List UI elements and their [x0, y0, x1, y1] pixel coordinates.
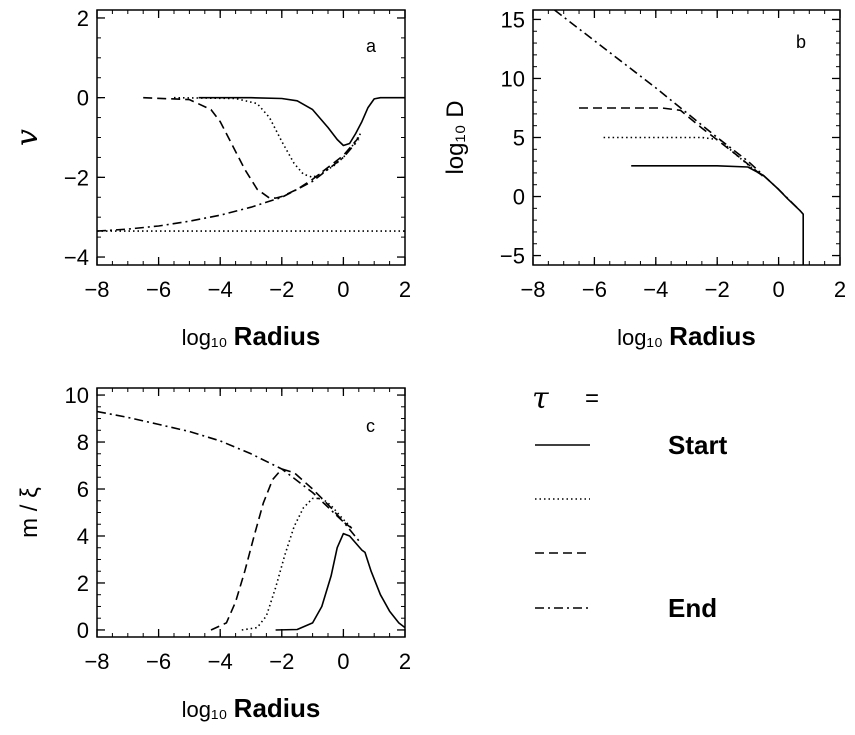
x-tick-label: 2 — [399, 277, 411, 302]
plot-frame — [96, 387, 406, 638]
y-tick-label: 2 — [77, 571, 89, 596]
x-axis-label: log₁₀ Radius — [182, 321, 321, 351]
x-axis-label-main: Radius — [669, 321, 756, 351]
x-axis-label: log₁₀ Radius — [182, 693, 321, 723]
legend: τ = Start End — [532, 381, 728, 623]
y-axis-label: m / ξ — [16, 487, 43, 538]
series-line-dashed — [143, 96, 360, 199]
y-tick-label: 0 — [77, 86, 89, 111]
x-axis-label-main: Radius — [234, 321, 321, 351]
series-line-solid — [275, 532, 405, 631]
x-tick-label: −2 — [705, 277, 730, 302]
x-tick-label: 0 — [772, 277, 784, 302]
series-line-dotted — [603, 136, 764, 178]
series-line-dashdot — [97, 138, 360, 232]
x-tick-label: −8 — [520, 277, 545, 302]
panel-letter: b — [796, 32, 806, 52]
x-tick-label: −2 — [269, 277, 294, 302]
series-line-dashed — [579, 107, 764, 178]
panel-letter: a — [366, 36, 377, 56]
series-line-dashdot — [97, 410, 360, 542]
x-tick-label: −6 — [146, 277, 171, 302]
x-tick-label: −4 — [208, 277, 233, 302]
y-tick-label: 4 — [77, 524, 89, 549]
y-tick-label: −4 — [64, 245, 89, 270]
x-tick-label: 0 — [337, 649, 349, 674]
x-tick-label: 2 — [834, 277, 846, 302]
legend-symbol: τ — [532, 381, 549, 416]
y-tick-label: 6 — [77, 477, 89, 502]
y-tick-label: 10 — [65, 383, 89, 408]
x-tick-label: −6 — [582, 277, 607, 302]
x-axis-label-prefix: log₁₀ — [182, 697, 234, 722]
x-tick-label: −4 — [208, 649, 233, 674]
series-line-solid — [198, 96, 405, 147]
panel-a: −8 −6 −4 −2 0 2 −4 −2 0 2 log₁₀ Radius v a — [10, 6, 411, 351]
x-tick-label: −6 — [146, 649, 171, 674]
panel-c: −8 −6 −4 −2 0 2 0 2 4 6 8 10 log₁₀ Radius m / ξ c — [16, 383, 411, 723]
x-tick-label: 0 — [337, 277, 349, 302]
plot-frame — [532, 9, 841, 266]
y-tick-label: 10 — [501, 66, 525, 91]
y-tick-label: 0 — [513, 185, 525, 210]
y-tick-label: 15 — [501, 7, 525, 32]
legend-label: Start — [668, 430, 728, 460]
panel-b: −8 −6 −4 −2 0 2 −5 0 5 10 15 log₁₀ Radius log₁₀ D b — [442, 7, 846, 351]
x-axis-label-prefix: log₁₀ — [617, 325, 669, 350]
y-tick-label: 0 — [77, 618, 89, 643]
x-axis-label-prefix: log₁₀ — [182, 325, 234, 350]
x-axis-label: log₁₀ Radius — [617, 321, 756, 351]
series-line-dashdot — [554, 10, 801, 212]
y-tick-label: 2 — [77, 6, 89, 31]
series-line-dashed — [210, 468, 354, 631]
x-tick-label: −2 — [269, 649, 294, 674]
legend-equals: = — [585, 385, 599, 412]
panel-letter: c — [366, 416, 375, 436]
x-tick-label: −4 — [643, 277, 668, 302]
y-tick-label: −5 — [500, 244, 525, 269]
series-line-solid — [631, 165, 805, 265]
x-axis-label-main: Radius — [234, 693, 321, 723]
legend-label: End — [668, 593, 717, 623]
series-line-dotted — [241, 497, 354, 631]
x-tick-label: 2 — [399, 649, 411, 674]
y-tick-label: −2 — [64, 165, 89, 190]
x-tick-label: −8 — [84, 649, 109, 674]
y-tick-label: 5 — [513, 126, 525, 151]
x-tick-label: −8 — [84, 277, 109, 302]
y-tick-label: 8 — [77, 430, 89, 455]
y-axis-label: log₁₀ D — [442, 100, 469, 174]
y-axis-label: v — [10, 129, 45, 146]
